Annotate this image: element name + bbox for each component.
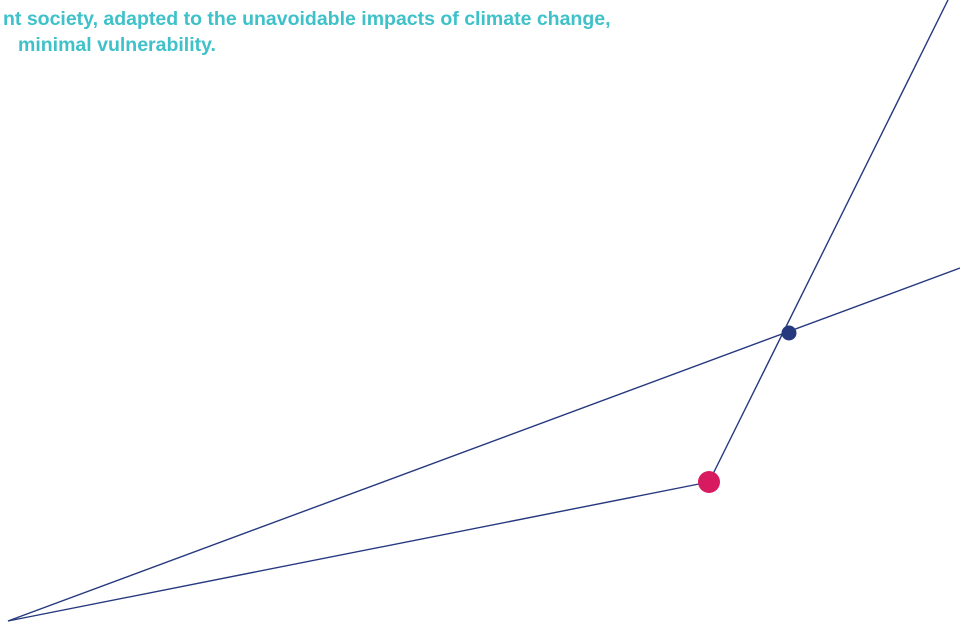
intersection-node-blue bbox=[781, 325, 797, 341]
lower-trajectory-line bbox=[7, 481, 710, 622]
upper-trajectory-line bbox=[7, 267, 960, 622]
turning-point-node-pink bbox=[698, 471, 720, 493]
steep-rising-line bbox=[708, 0, 949, 483]
heading-line-1: nt society, adapted to the unavoidable i… bbox=[3, 8, 611, 30]
heading-line-2: minimal vulnerability. bbox=[18, 34, 216, 56]
